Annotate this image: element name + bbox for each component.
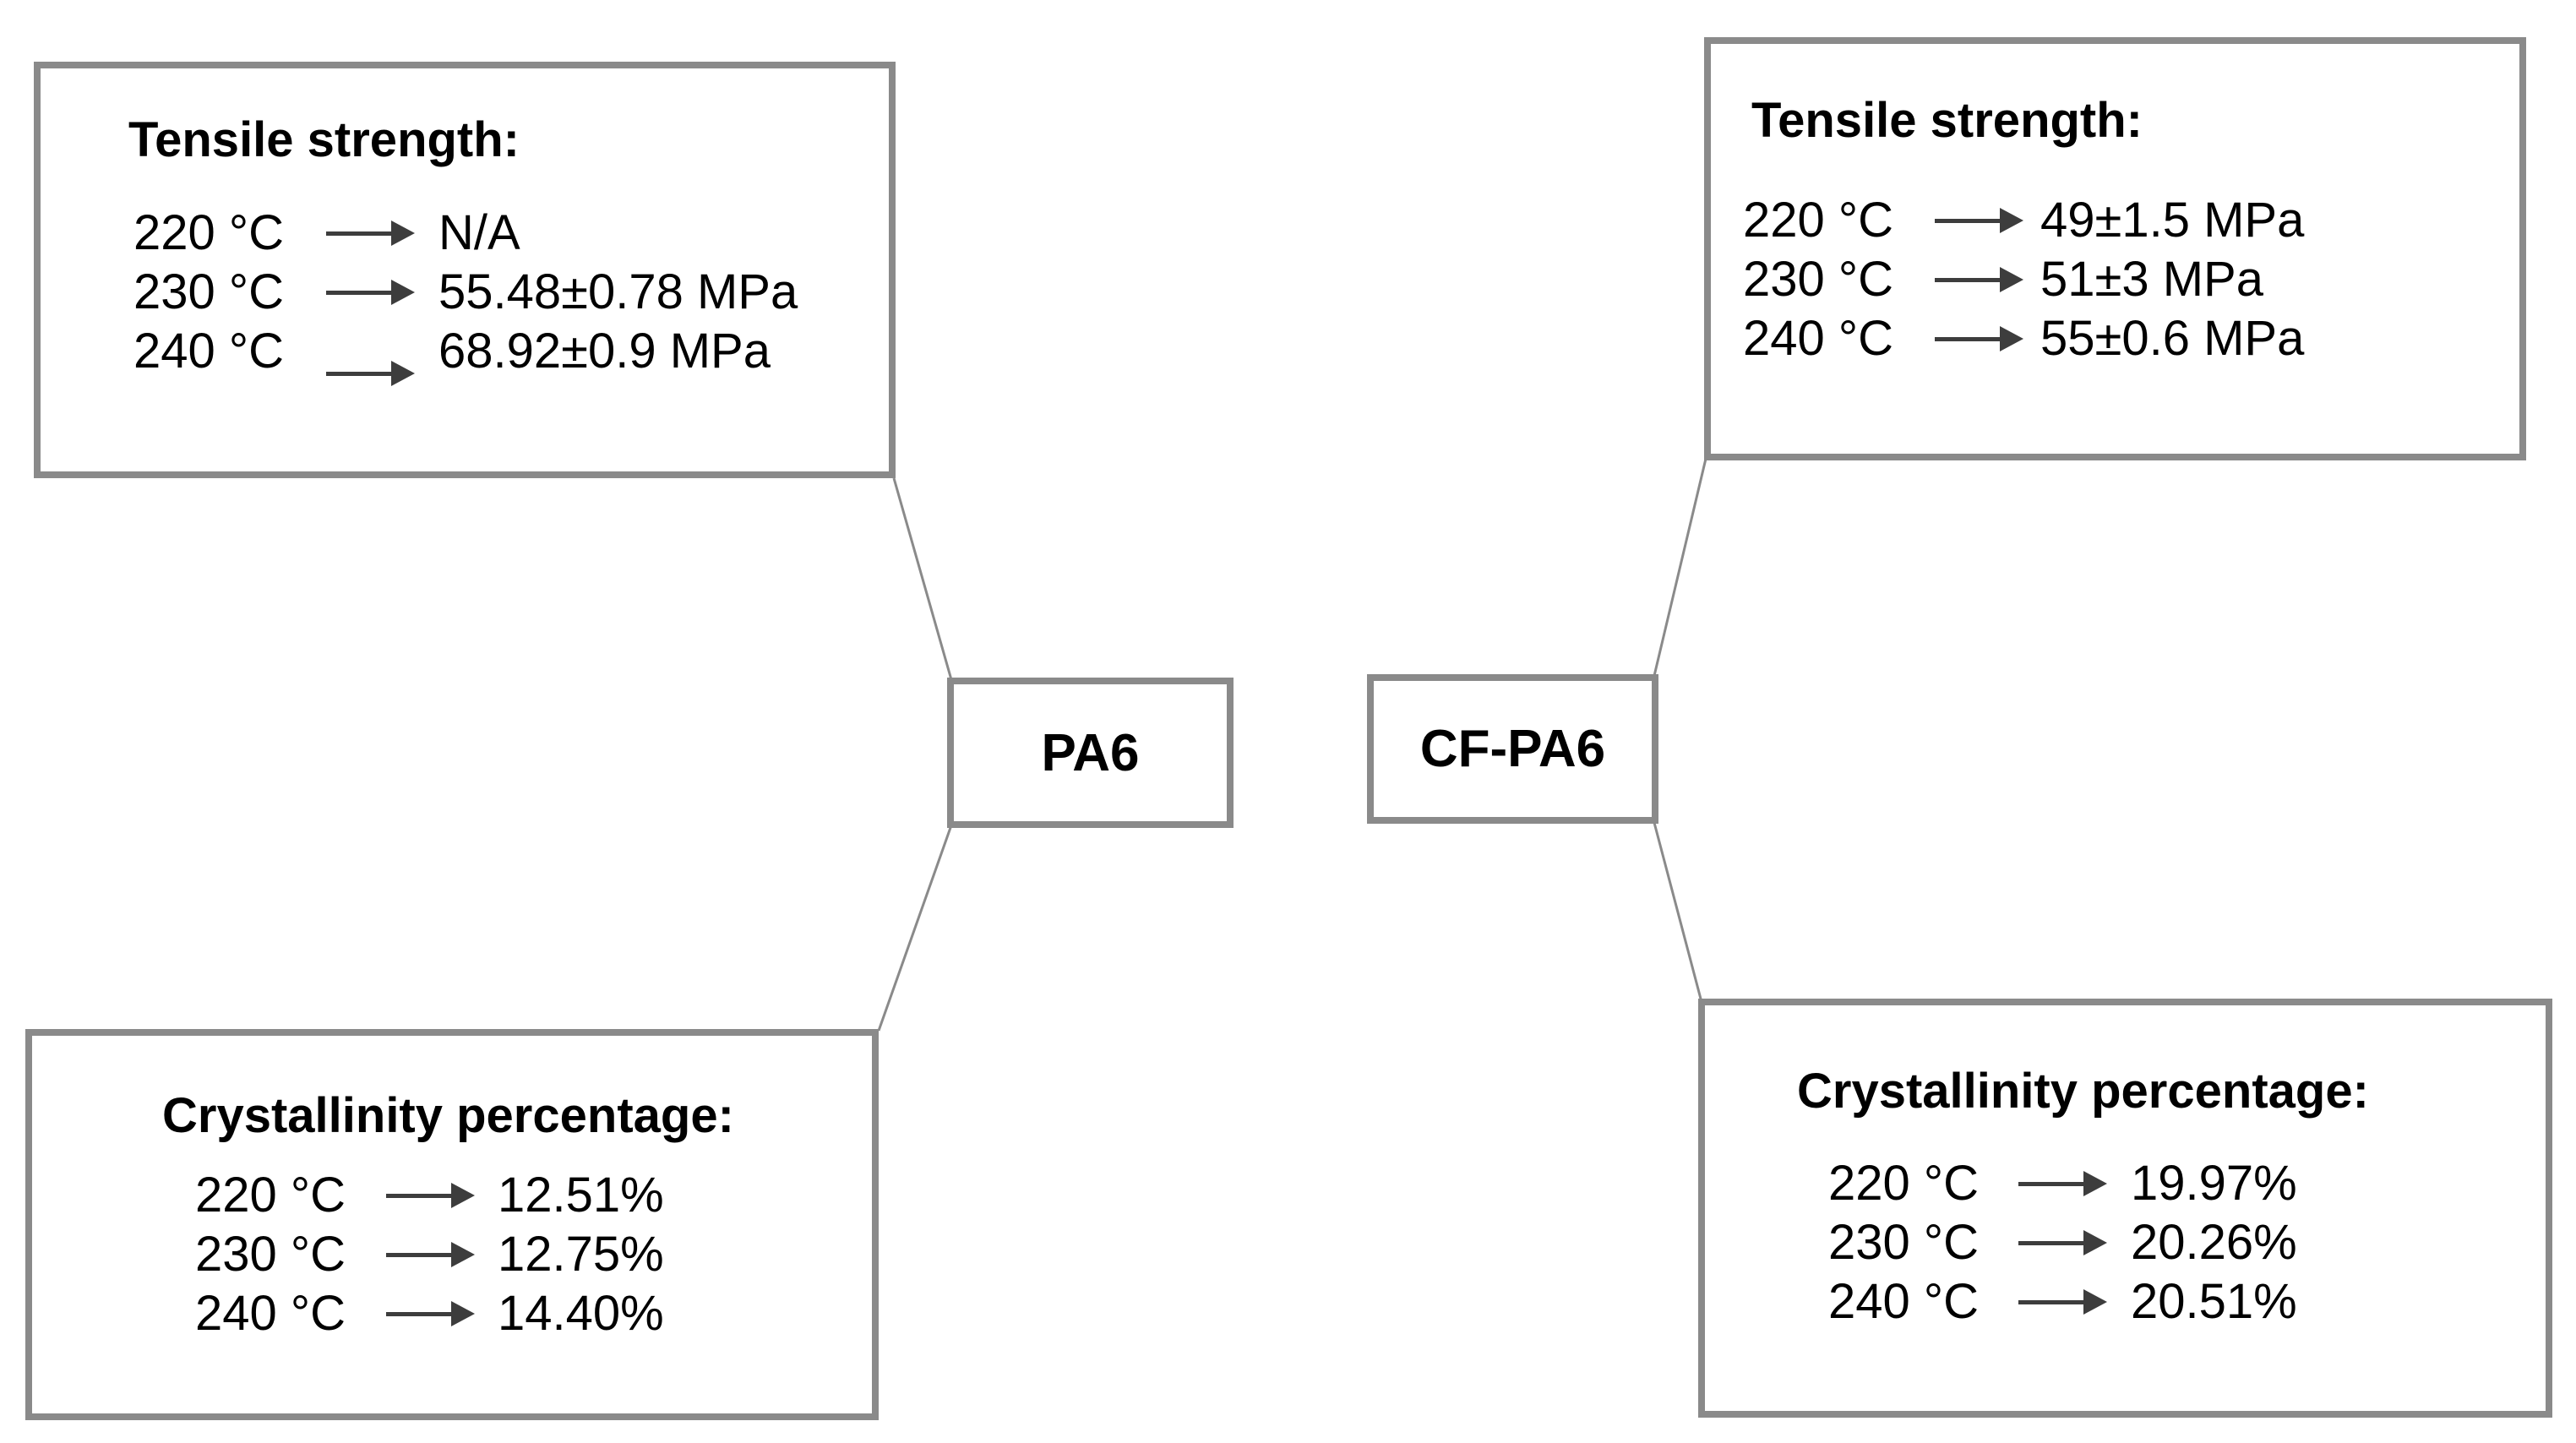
value-label: 14.40%: [498, 1286, 664, 1341]
value-label: 49±1.5 MPa: [2040, 193, 2305, 248]
data-row: 220 °C N/A: [133, 204, 798, 263]
connector-pa6-crystallinity: [877, 822, 954, 1032]
pa6-crystallinity-box: Crystallinity percentage: 220 °C 12.51% …: [25, 1029, 879, 1420]
temperature-label: 240 °C: [1828, 1274, 1979, 1329]
temperature-label: 230 °C: [1828, 1215, 1979, 1270]
value-label: 55.48±0.78 MPa: [438, 264, 798, 319]
data-rows: 220 °C 12.51% 230 °C 12.75% 240 °C 14.40…: [195, 1166, 664, 1343]
data-row: 240 °C 68.92±0.9 MPa: [133, 322, 798, 386]
right-arrow-icon: [326, 280, 415, 305]
data-row: 240 °C 55±0.6 MPa: [1743, 309, 2304, 368]
right-arrow-icon: [326, 221, 415, 246]
box-title: Crystallinity percentage:: [1797, 1064, 2369, 1119]
right-arrow-icon: [386, 1301, 475, 1326]
cfpa6-crystallinity-box: Crystallinity percentage: 220 °C 19.97% …: [1698, 999, 2552, 1418]
data-rows: 220 °C 19.97% 230 °C 20.26% 240 °C 20.51…: [1828, 1154, 2297, 1331]
temperature-label: 240 °C: [133, 324, 284, 378]
data-row: 220 °C 19.97%: [1828, 1154, 2297, 1213]
box-title: Crystallinity percentage:: [162, 1088, 734, 1143]
data-row: 240 °C 20.51%: [1828, 1272, 2297, 1331]
value-label: 20.26%: [2131, 1215, 2297, 1270]
temperature-label: 230 °C: [1743, 252, 1893, 307]
value-label: 51±3 MPa: [2040, 252, 2263, 307]
right-arrow-icon: [386, 1183, 475, 1208]
right-arrow-icon: [2018, 1230, 2107, 1255]
value-label: 55±0.6 MPa: [2040, 311, 2305, 366]
data-row: 240 °C 14.40%: [195, 1284, 664, 1343]
temperature-label: 230 °C: [195, 1227, 346, 1282]
data-row: 230 °C 55.48±0.78 MPa: [133, 263, 798, 322]
box-title: Tensile strength:: [1751, 93, 2143, 148]
temperature-label: 240 °C: [195, 1286, 346, 1341]
value-label: 19.97%: [2131, 1156, 2297, 1211]
cfpa6-node-label: CF-PA6: [1419, 720, 1606, 778]
right-arrow-icon: [326, 361, 415, 386]
data-row: 230 °C 20.26%: [1828, 1213, 2297, 1272]
connector-cfpa6-tensile: [1652, 458, 1707, 680]
cfpa6-node-box: CF-PA6: [1367, 674, 1658, 824]
right-arrow-icon: [1935, 208, 2023, 233]
data-row: 220 °C 49±1.5 MPa: [1743, 191, 2304, 250]
data-rows: 220 °C 49±1.5 MPa 230 °C 51±3 MPa 240 °C…: [1743, 191, 2304, 368]
right-arrow-icon: [2018, 1289, 2107, 1315]
right-arrow-icon: [1935, 267, 2023, 292]
connector-cfpa6-crystallinity: [1652, 819, 1703, 1003]
connector-pa6-tensile: [892, 477, 954, 683]
box-title: Tensile strength:: [128, 112, 520, 167]
pa6-tensile-strength-box: Tensile strength: 220 °C N/A 230 °C 55.4…: [34, 62, 896, 478]
value-label: 20.51%: [2131, 1274, 2297, 1329]
data-row: 230 °C 12.75%: [195, 1225, 664, 1284]
right-arrow-icon: [1935, 326, 2023, 351]
right-arrow-icon: [2018, 1171, 2107, 1196]
value-label: 12.51%: [498, 1168, 664, 1222]
right-arrow-icon: [386, 1242, 475, 1267]
temperature-label: 220 °C: [1828, 1156, 1979, 1211]
data-row: 230 °C 51±3 MPa: [1743, 250, 2304, 309]
temperature-label: 230 °C: [133, 264, 284, 319]
data-rows: 220 °C N/A 230 °C 55.48±0.78 MPa 240 °C …: [133, 204, 798, 386]
temperature-label: 240 °C: [1743, 311, 1893, 366]
temperature-label: 220 °C: [195, 1168, 346, 1222]
pa6-node-box: PA6: [947, 678, 1234, 828]
data-row: 220 °C 12.51%: [195, 1166, 664, 1225]
value-label: N/A: [438, 205, 520, 260]
value-label: 12.75%: [498, 1227, 664, 1282]
temperature-label: 220 °C: [1743, 193, 1893, 248]
pa6-node-label: PA6: [1041, 723, 1140, 782]
value-label: 68.92±0.9 MPa: [438, 324, 771, 378]
cfpa6-tensile-strength-box: Tensile strength: 220 °C 49±1.5 MPa 230 …: [1704, 37, 2526, 460]
temperature-label: 220 °C: [133, 205, 284, 260]
